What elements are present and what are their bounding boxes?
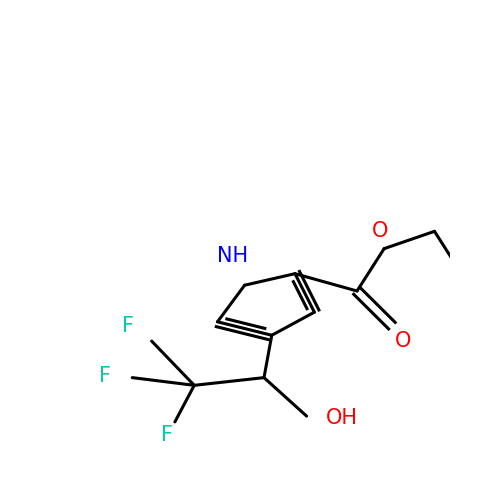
Text: F: F xyxy=(122,316,134,336)
Text: O: O xyxy=(396,331,411,351)
Text: F: F xyxy=(99,366,111,386)
Text: F: F xyxy=(161,426,173,446)
Text: O: O xyxy=(372,222,388,242)
Text: OH: OH xyxy=(326,408,358,428)
Text: NH: NH xyxy=(218,246,248,266)
